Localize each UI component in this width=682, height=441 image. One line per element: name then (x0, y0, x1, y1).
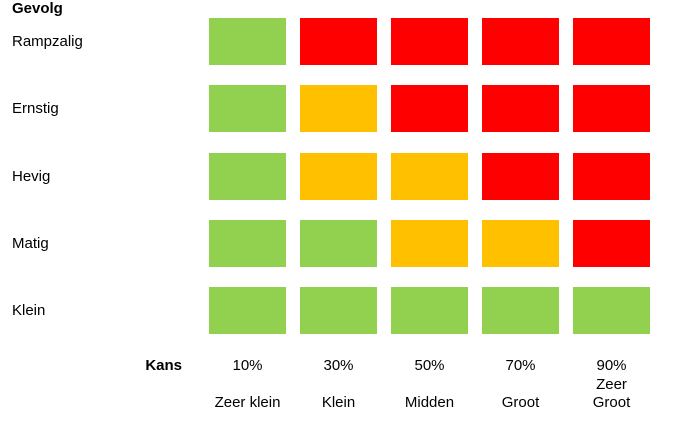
matrix-grid: Rampzalig Ernstig Hevig Matig Klein (0, 18, 650, 335)
matrix-cell-r3c0 (209, 219, 286, 267)
matrix-cell-r0c0 (209, 18, 286, 65)
matrix-cell-r4c0 (209, 287, 286, 335)
row-label-klein: Klein (12, 302, 46, 320)
x-axis-name-row: Zeer klein Klein Midden Groot Zeer Groot (0, 375, 650, 412)
x-tick-percent-3: 70% (505, 357, 536, 374)
row-label-hevig: Hevig (12, 167, 51, 185)
row-label-ernstig: Ernstig (12, 100, 59, 118)
x-tick-percent-2: 50% (414, 357, 445, 374)
matrix-cell-r2c1 (300, 152, 377, 200)
matrix-cell-r3c1 (300, 219, 377, 267)
x-axis-percent-row: Kans 10% 30% 50% 70% 90% (0, 357, 650, 375)
x-tick-label-3: Groot (501, 394, 540, 411)
x-tick-label-4: Zeer Groot (592, 376, 631, 411)
matrix-cell-r2c2 (391, 152, 468, 200)
matrix-cell-r1c4 (573, 85, 650, 133)
x-axis-title: Kans (145, 357, 182, 374)
matrix-cell-r2c3 (482, 152, 559, 200)
matrix-cell-r0c4 (573, 18, 650, 65)
row-label-rampzalig: Rampzalig (12, 33, 83, 50)
matrix-cell-r0c1 (300, 18, 377, 65)
matrix-cell-r1c1 (300, 85, 377, 133)
matrix-cell-r1c2 (391, 85, 468, 133)
x-tick-label-1: Klein (321, 394, 356, 411)
matrix-cell-r4c1 (300, 287, 377, 335)
matrix-cell-r0c2 (391, 18, 468, 65)
matrix-cell-r3c2 (391, 219, 468, 267)
matrix-cell-r3c3 (482, 219, 559, 267)
x-tick-percent-4: 90% (596, 357, 627, 374)
matrix-cell-r4c3 (482, 287, 559, 335)
row-label-matig: Matig (12, 234, 49, 252)
matrix-cell-r3c4 (573, 219, 650, 267)
x-tick-percent-1: 30% (323, 357, 354, 374)
matrix-cell-r1c3 (482, 85, 559, 133)
x-tick-percent-0: 10% (232, 357, 263, 374)
matrix-cell-r1c0 (209, 85, 286, 133)
y-axis-title: Gevolg (12, 0, 63, 17)
matrix-cell-r2c4 (573, 152, 650, 200)
x-tick-label-0: Zeer klein (214, 394, 281, 411)
x-axis-spacer (0, 375, 195, 412)
matrix-cell-r4c4 (573, 287, 650, 335)
matrix-cell-r0c3 (482, 18, 559, 65)
matrix-cell-r4c2 (391, 287, 468, 335)
x-tick-label-2: Midden (404, 394, 455, 411)
matrix-cell-r2c0 (209, 152, 286, 200)
